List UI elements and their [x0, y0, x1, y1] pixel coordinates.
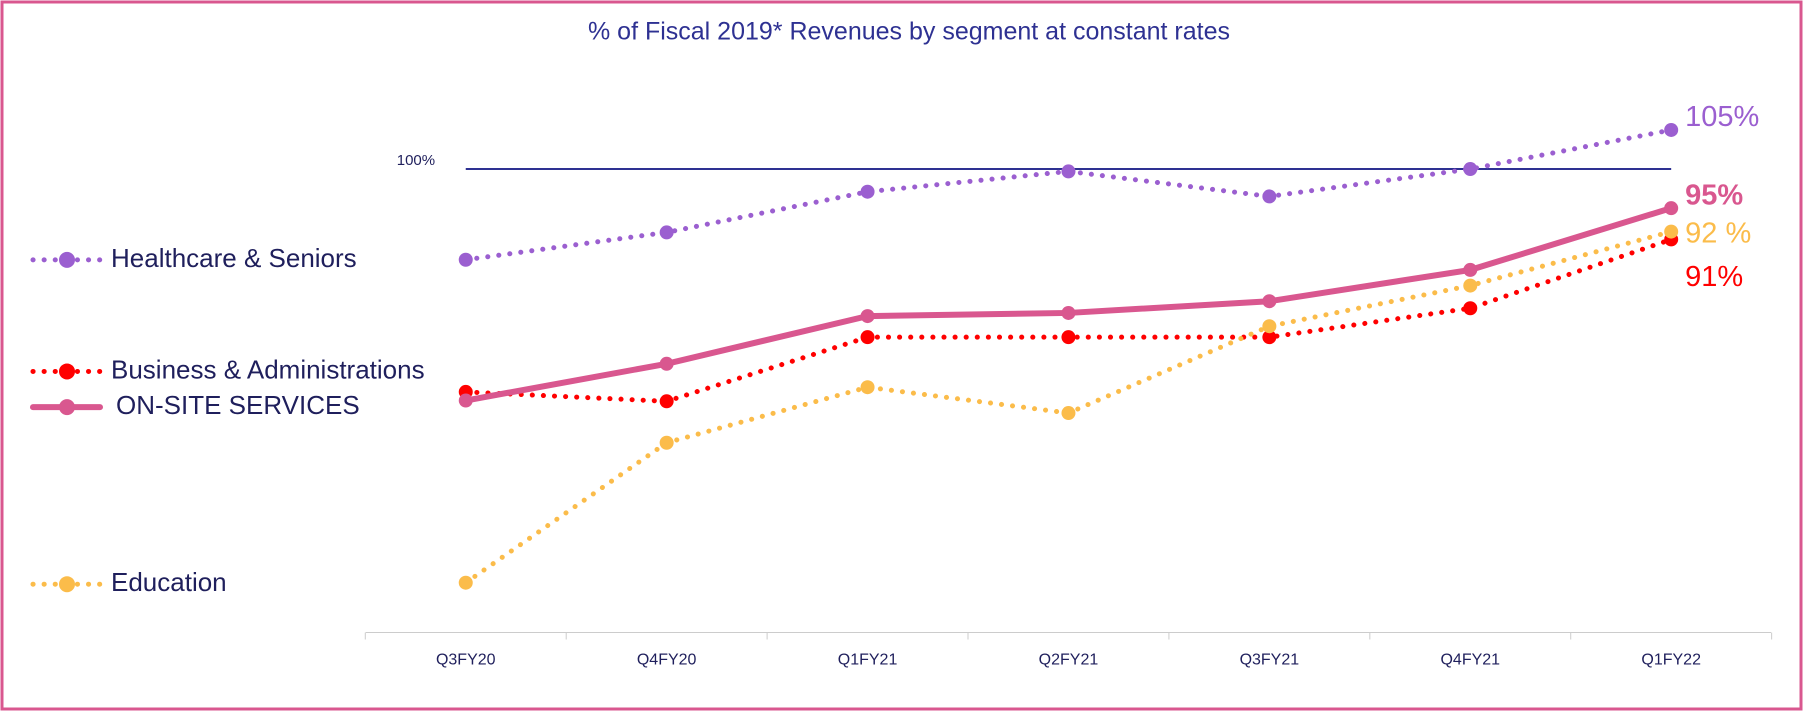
legend-marker: [59, 576, 75, 593]
data-point: [659, 225, 674, 240]
x-tick-label: Q1FY22: [1641, 651, 1701, 668]
data-point: [860, 309, 875, 324]
x-tick-label: Q1FY21: [838, 651, 898, 668]
data-point: [458, 252, 473, 267]
legend-label: Business & Administrations: [111, 354, 425, 384]
data-point: [659, 435, 674, 450]
data-point: [659, 356, 674, 371]
x-tick-label: Q4FY21: [1440, 651, 1500, 668]
data-point: [1061, 164, 1076, 179]
data-point: [1664, 224, 1679, 239]
reference-label: 100%: [397, 152, 435, 169]
legend-marker: [59, 399, 75, 416]
data-point: [1262, 294, 1277, 309]
data-point: [1262, 330, 1277, 345]
series-line: [463, 127, 1674, 263]
data-point: [860, 330, 875, 345]
chart-title: % of Fiscal 2019* Revenues by segment at…: [588, 18, 1230, 46]
legend-label: Education: [111, 567, 227, 597]
data-point: [1061, 330, 1076, 345]
legend-label: Healthcare & Seniors: [111, 243, 357, 273]
legend-marker: [59, 251, 75, 268]
data-point: [659, 394, 674, 409]
data-point: [1463, 278, 1478, 293]
value-label: 105%: [1685, 101, 1759, 133]
x-tick-label: Q3FY20: [436, 651, 496, 668]
data-point: [1463, 162, 1478, 177]
data-point: [1664, 201, 1679, 216]
series-line: [462, 205, 1675, 404]
data-point: [458, 393, 473, 408]
data-point: [1463, 301, 1478, 316]
legend-label: ON-SITE SERVICES: [116, 390, 360, 420]
data-point: [1463, 262, 1478, 277]
value-label: 91%: [1685, 261, 1743, 293]
data-point: [1061, 305, 1076, 320]
x-tick-label: Q2FY21: [1039, 651, 1099, 668]
x-tick-label: Q3FY21: [1240, 651, 1300, 668]
value-label: 95%: [1685, 179, 1743, 211]
data-point: [1061, 406, 1076, 421]
data-point: [1664, 122, 1679, 137]
data-point: [1262, 319, 1277, 334]
data-point: [860, 380, 875, 395]
data-point: [860, 184, 875, 199]
value-label: 92 %: [1685, 218, 1751, 250]
legend-marker: [59, 363, 75, 380]
data-point: [458, 575, 473, 590]
data-point: [1262, 189, 1277, 204]
x-tick-label: Q4FY20: [637, 651, 697, 668]
